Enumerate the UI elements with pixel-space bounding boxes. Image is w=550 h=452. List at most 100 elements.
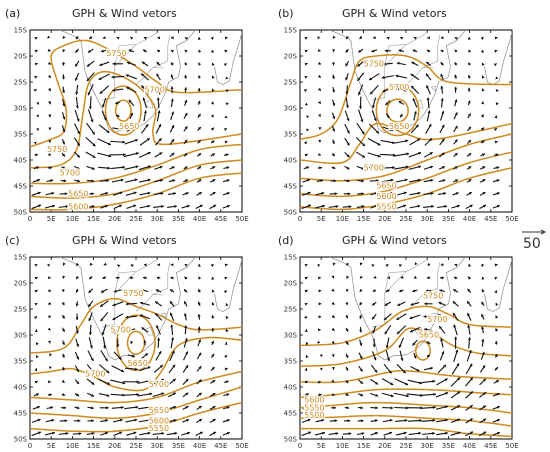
wind-arrowhead-icon — [226, 166, 230, 170]
y-tick-label: 25S — [14, 306, 28, 314]
wind-arrowhead-icon — [346, 142, 350, 146]
wind-arrowhead-icon — [197, 113, 201, 117]
wind-arrowhead-icon — [468, 75, 471, 78]
wind-arrowhead-icon — [429, 138, 433, 142]
wind-arrowhead-icon — [198, 75, 201, 79]
wind-arrowhead-icon — [75, 92, 79, 95]
wind-arrowhead-icon — [418, 165, 422, 169]
wind-arrowhead-icon — [388, 204, 392, 208]
wind-arrowhead-icon — [127, 289, 130, 293]
wind-arrowhead-icon — [76, 154, 80, 158]
wind-arrowhead-icon — [360, 406, 364, 410]
wind-arrowhead-icon — [444, 378, 448, 382]
wind-arrowhead-icon — [149, 379, 152, 383]
wind-arrowhead-icon — [107, 382, 110, 385]
height-contour — [300, 167, 512, 211]
wind-arrowhead-icon — [102, 276, 106, 279]
wind-arrowhead-icon — [103, 262, 107, 266]
wind-arrowhead-icon — [406, 394, 409, 398]
wind-arrowhead-icon — [78, 205, 82, 209]
reference-arrowhead-icon — [540, 229, 547, 235]
height-contour — [415, 340, 431, 361]
x-tick-label: 35E — [172, 442, 185, 450]
wind-arrowhead-icon — [412, 342, 416, 346]
wind-arrowhead-icon — [454, 263, 458, 267]
wind-arrowhead-icon — [225, 303, 229, 307]
wind-arrowhead-icon — [147, 178, 151, 182]
wind-arrowhead-icon — [331, 62, 335, 66]
wind-arrowhead-icon — [133, 191, 137, 195]
coastline — [217, 259, 242, 313]
wind-arrowhead-icon — [483, 204, 486, 208]
wind-arrowhead-icon — [143, 49, 146, 53]
wind-arrowhead-icon — [419, 381, 423, 385]
wind-arrowhead-icon — [334, 419, 338, 423]
wind-arrowhead-icon — [348, 432, 352, 436]
wind-arrowhead-icon — [481, 351, 485, 355]
wind-arrowhead-icon — [172, 392, 176, 396]
wind-arrowhead-icon — [469, 405, 473, 408]
wind-arrowhead-icon — [428, 124, 432, 127]
wind-arrowhead-icon — [497, 431, 500, 435]
height-contour — [300, 414, 512, 427]
wind-arrowhead-icon — [496, 179, 500, 183]
wind-arrowhead-icon — [210, 37, 214, 40]
wind-arrowhead-icon — [225, 380, 229, 384]
wind-arrowhead-icon — [212, 153, 215, 157]
height-contour — [300, 388, 512, 399]
wind-arrowhead-icon — [483, 418, 486, 422]
x-tick-label: 35E — [442, 442, 455, 450]
contour-label: 5700 — [149, 380, 169, 389]
wind-arrowhead-icon — [467, 324, 471, 328]
wind-arrowhead-icon — [374, 419, 378, 423]
y-tick-label: 30S — [284, 105, 298, 113]
wind-arrowhead-icon — [361, 131, 365, 135]
y-tick-label: 30S — [14, 105, 28, 113]
wind-arrowhead-icon — [171, 166, 175, 170]
wind-arrowhead-icon — [483, 431, 487, 435]
wind-arrowhead-icon — [412, 289, 416, 293]
wind-arrowhead-icon — [304, 316, 307, 320]
wind-arrowhead-icon — [345, 354, 349, 358]
wind-arrowhead-icon — [132, 126, 136, 129]
wind-arrowhead-icon — [371, 264, 375, 267]
wind-arrowhead-icon — [357, 77, 361, 81]
wind-arrowhead-icon — [332, 166, 336, 169]
wind-arrowhead-icon — [197, 326, 201, 330]
wind-arrowhead-icon — [496, 204, 500, 208]
wind-arrowhead-icon — [76, 393, 80, 397]
wind-arrowhead-icon — [49, 353, 52, 357]
wind-arrowhead-icon — [397, 303, 401, 306]
wind-arrowhead-icon — [156, 62, 160, 65]
wind-arrowhead-icon — [317, 100, 321, 104]
wind-arrowhead-icon — [34, 264, 38, 267]
x-tick-label: 5E — [47, 442, 56, 450]
x-tick-label: 45E — [484, 215, 497, 223]
wind-arrowhead-icon — [432, 419, 436, 422]
wind-arrowhead-icon — [170, 263, 174, 267]
wind-arrowhead-icon — [170, 301, 173, 305]
wind-arrowhead-icon — [75, 105, 79, 109]
x-tick-label: 15E — [87, 215, 100, 223]
plot-frame — [299, 29, 513, 213]
wind-arrowhead-icon — [382, 62, 386, 66]
wind-arrowhead-icon — [468, 126, 471, 130]
wind-arrowhead-icon — [34, 329, 38, 332]
wind-arrowhead-icon — [223, 128, 227, 131]
wind-arrowhead-icon — [212, 406, 216, 409]
wind-arrowhead-icon — [457, 405, 461, 408]
wind-arrowhead-icon — [184, 264, 188, 267]
country-border — [144, 99, 154, 109]
wind-arrowhead-icon — [440, 62, 444, 66]
wind-arrowhead-icon — [441, 152, 445, 156]
wind-arrowhead-icon — [400, 275, 404, 279]
wind-arrowhead-icon — [91, 381, 95, 385]
wind-arrowhead-icon — [88, 49, 91, 53]
country-border — [414, 99, 424, 109]
wind-arrowhead-icon — [430, 165, 433, 169]
wind-arrowhead-icon — [304, 49, 308, 53]
coastline — [217, 32, 242, 86]
wind-arrowhead-icon — [468, 192, 472, 195]
x-tick-label: 30E — [151, 215, 164, 223]
wind-arrowhead-icon — [210, 114, 214, 118]
